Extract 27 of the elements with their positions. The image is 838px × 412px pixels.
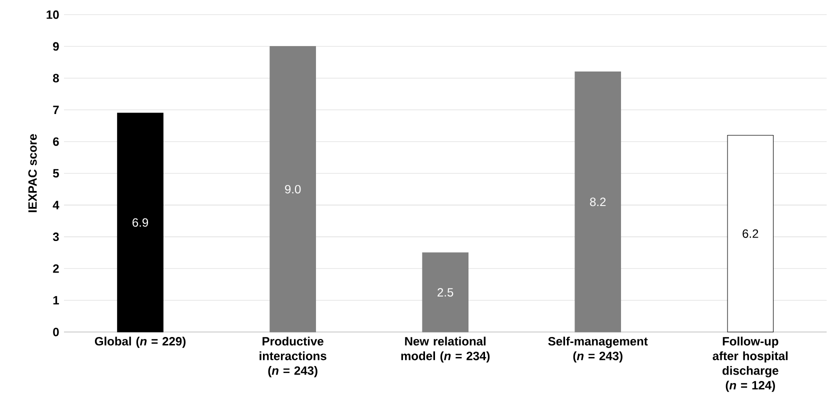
data-label: 6.9 bbox=[132, 218, 148, 227]
y-tick-label: 1 bbox=[53, 296, 59, 304]
data-label: 2.5 bbox=[438, 288, 454, 297]
x-tick-label: New relational model (n = 234) bbox=[401, 336, 490, 363]
data-label: 9.0 bbox=[285, 184, 301, 194]
bar bbox=[727, 134, 774, 332]
data-label: 6.2 bbox=[742, 229, 758, 238]
y-tick-label: 3 bbox=[52, 232, 59, 242]
y-tick-label: 9 bbox=[53, 42, 59, 51]
y-tick-label: 0 bbox=[53, 328, 59, 336]
y-tick-label: 6 bbox=[53, 137, 59, 146]
y-tick-label: 2 bbox=[53, 264, 59, 273]
bar bbox=[270, 46, 316, 332]
y-tick-label: 7 bbox=[53, 106, 59, 114]
bar bbox=[574, 72, 622, 332]
bar bbox=[117, 112, 164, 332]
x-tick-label: Productive interactions (n = 243) bbox=[260, 336, 326, 378]
bar bbox=[422, 252, 468, 332]
data-label: 8.2 bbox=[590, 198, 606, 206]
x-tick-label: Self-management (n = 243) bbox=[548, 336, 648, 363]
y-axis-title: IEXPAC score bbox=[28, 134, 37, 212]
y-tick-label: 5 bbox=[53, 169, 59, 178]
x-tick-label: Global (n = 229) bbox=[94, 336, 186, 348]
x-tick-label: Follow-up after hospital discharge (n = 124) bbox=[712, 336, 788, 392]
y-tick-label: 4 bbox=[52, 200, 60, 210]
y-tick-label: 8 bbox=[53, 74, 59, 82]
y-tick-label: 10 bbox=[46, 10, 59, 19]
